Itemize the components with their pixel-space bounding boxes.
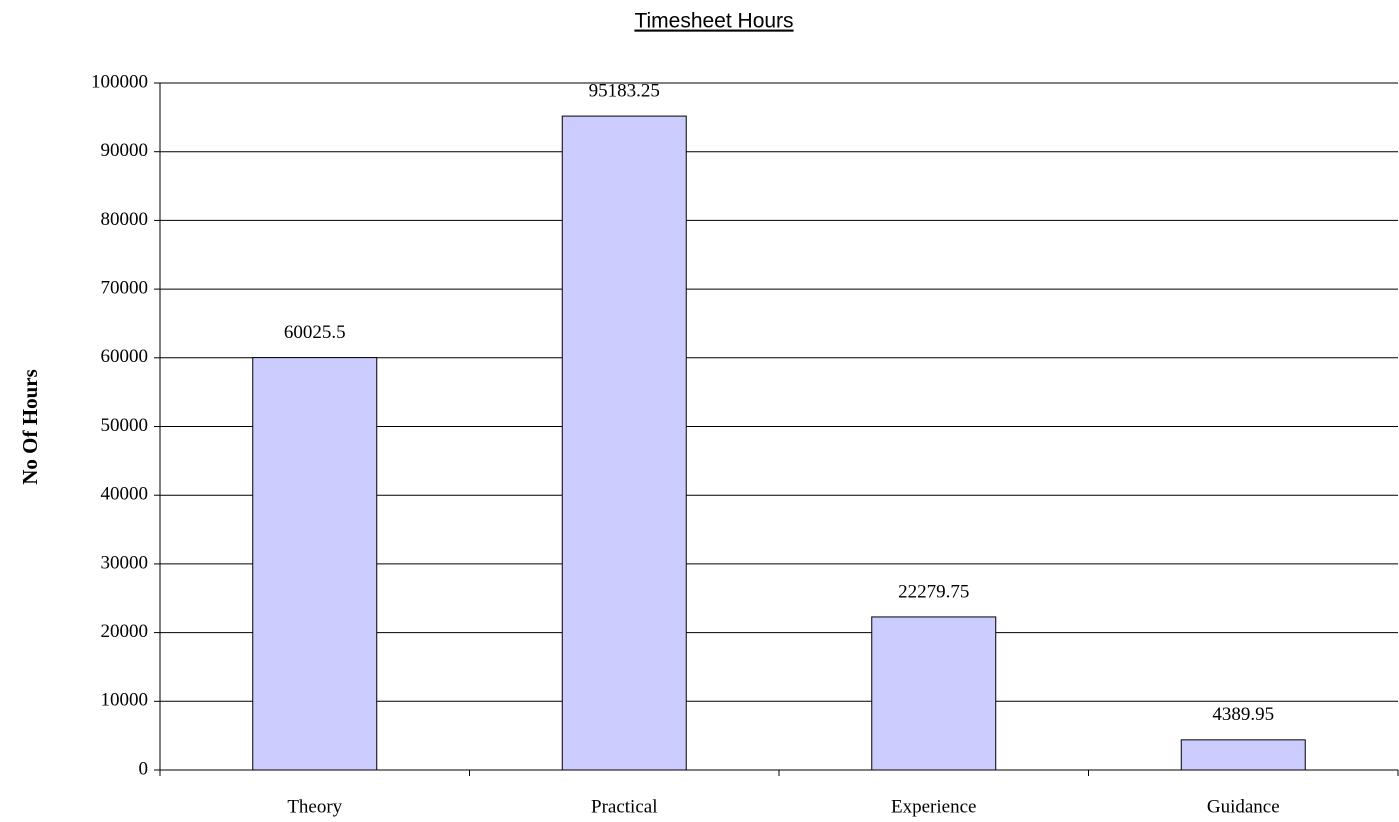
y-tick-label: 100000 bbox=[91, 71, 148, 92]
y-tick-label: 50000 bbox=[101, 415, 149, 436]
y-axis-label: No Of Hours bbox=[18, 369, 42, 485]
y-tick-label: 60000 bbox=[101, 346, 149, 367]
y-tick-label: 30000 bbox=[101, 552, 149, 573]
bar bbox=[1180, 739, 1306, 771]
data-label: 60025.5 bbox=[284, 322, 346, 343]
data-label: 4389.95 bbox=[1212, 704, 1274, 725]
y-tick-label: 20000 bbox=[101, 621, 149, 642]
x-tick-label: Guidance bbox=[1207, 796, 1280, 817]
x-tick-label: Theory bbox=[287, 796, 342, 817]
x-tick-label: Practical bbox=[591, 796, 657, 817]
bar bbox=[871, 616, 997, 771]
data-label: 95183.25 bbox=[589, 80, 660, 101]
data-label: 22279.75 bbox=[898, 581, 969, 602]
y-tick-label: 90000 bbox=[101, 140, 149, 161]
x-tick-label: Experience bbox=[891, 796, 976, 817]
bar bbox=[561, 115, 687, 771]
y-tick-label: 0 bbox=[139, 758, 149, 779]
y-tick-label: 40000 bbox=[101, 484, 149, 505]
bar bbox=[252, 357, 378, 771]
y-tick-label: 10000 bbox=[101, 690, 149, 711]
y-tick-label: 80000 bbox=[101, 209, 149, 230]
chart-title: Timesheet Hours bbox=[634, 10, 793, 33]
y-tick-label: 70000 bbox=[101, 277, 149, 298]
